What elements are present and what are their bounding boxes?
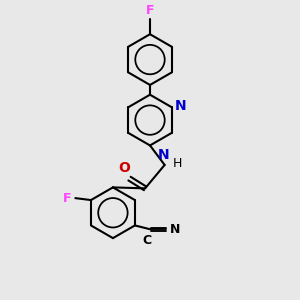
Text: C: C — [142, 234, 151, 247]
Text: N: N — [170, 223, 180, 236]
Text: F: F — [146, 4, 154, 17]
Text: N: N — [158, 148, 170, 162]
Text: F: F — [63, 192, 71, 205]
Text: N: N — [175, 99, 187, 113]
Text: H: H — [172, 158, 182, 170]
Text: O: O — [119, 161, 130, 175]
